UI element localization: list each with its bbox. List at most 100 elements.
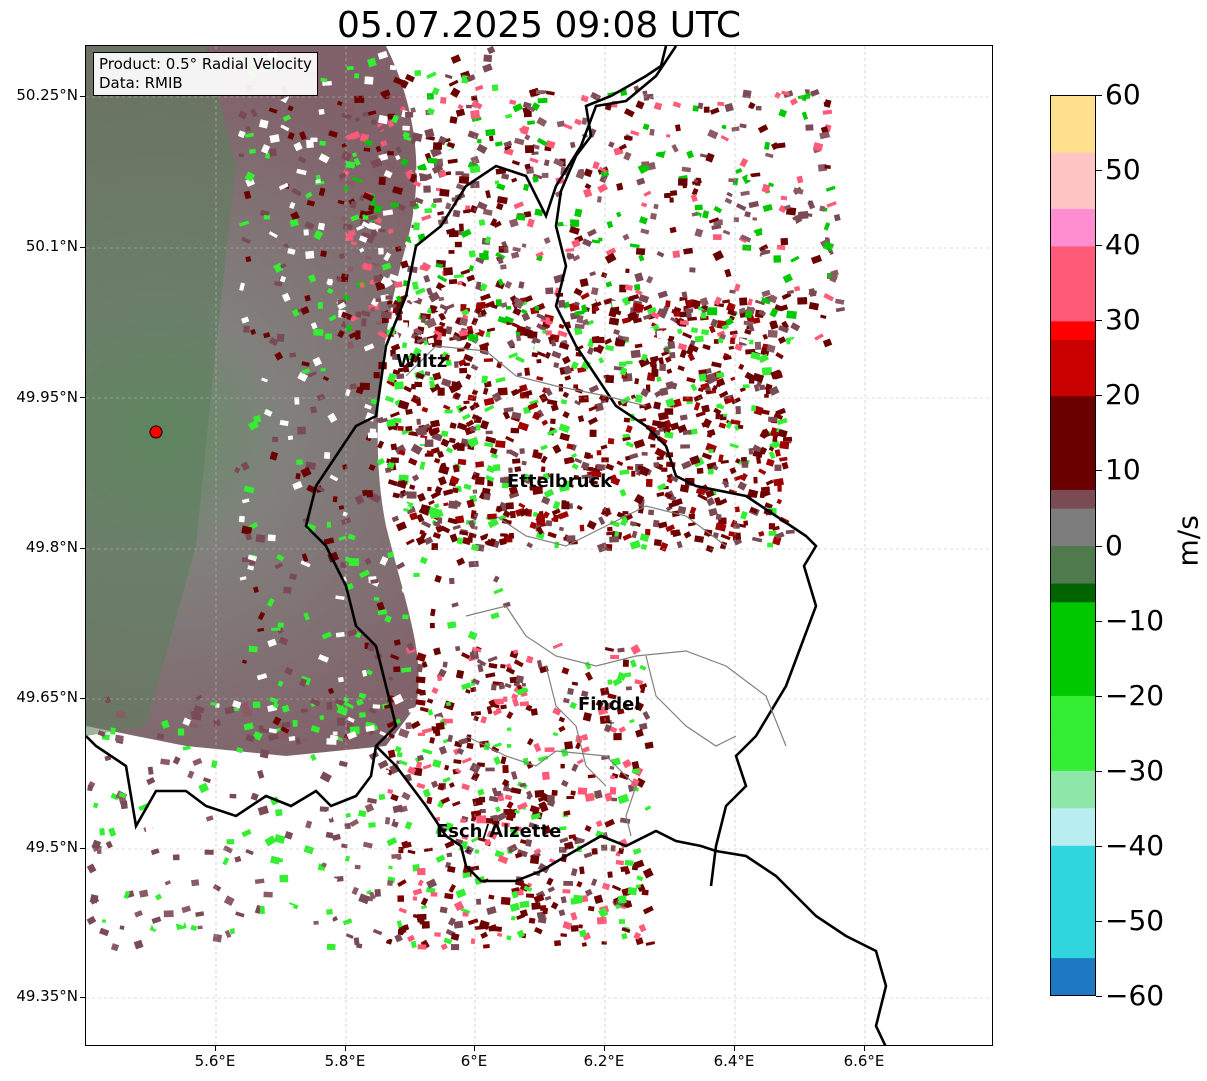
colorbar-segment <box>1051 358 1095 378</box>
lon-label: 6.4°E <box>713 1052 755 1070</box>
lon-tick <box>734 1046 735 1051</box>
colorbar-segment <box>1051 114 1095 135</box>
lat-label: 50.1°N <box>25 237 78 255</box>
lat-tick <box>80 96 85 97</box>
lat-label: 49.8°N <box>25 538 78 556</box>
lon-tick <box>864 1046 865 1051</box>
colorbar-segment <box>1051 302 1095 322</box>
colorbar-segment <box>1051 695 1095 715</box>
colorbar-tick <box>1096 770 1102 772</box>
product-label: Product: 0.5° Radial Velocity <box>99 55 312 73</box>
colorbar-tick <box>1096 470 1102 472</box>
colorbar-unit: m/s <box>1171 515 1205 567</box>
data-source-label: Data: RMIB <box>99 74 183 92</box>
colorbar-segment <box>1051 788 1095 809</box>
colorbar-tick <box>1096 395 1102 397</box>
colorbar-segment <box>1051 245 1095 266</box>
colorbar-segment <box>1051 376 1095 397</box>
colorbar-segment <box>1051 433 1095 453</box>
lat-label: 49.5°N <box>25 838 78 856</box>
colorbar-segment <box>1051 826 1095 846</box>
colorbar-segment <box>1051 676 1095 696</box>
radar-site-marker <box>149 425 163 439</box>
lat-tick <box>80 848 85 849</box>
colorbar-tick <box>1096 620 1102 622</box>
colorbar-segment <box>1051 170 1095 191</box>
colorbar-tick <box>1096 320 1102 322</box>
lon-tick <box>345 1046 346 1051</box>
radar-map: + + <box>85 45 993 1046</box>
colorbar-segment <box>1051 283 1095 303</box>
colorbar-tick-label: 40 <box>1105 228 1141 262</box>
city-label-findel: Findel <box>578 694 641 715</box>
colorbar-tick <box>1096 845 1102 847</box>
colorbar-tick-label: −40 <box>1105 828 1165 862</box>
colorbar-segment <box>1051 152 1095 172</box>
map-title: 05.07.2025 09:08 UTC <box>336 5 742 46</box>
city-label-wiltz: Wiltz <box>396 351 448 372</box>
colorbar-tick-label: 30 <box>1105 303 1141 337</box>
colorbar <box>1050 95 1096 996</box>
lat-tick <box>80 997 85 998</box>
svg-text:+: + <box>464 846 472 857</box>
colorbar-segment <box>1051 770 1095 790</box>
colorbar-segment <box>1051 470 1095 490</box>
colorbar-segment <box>1051 920 1095 940</box>
colorbar-tick-label: 50 <box>1105 153 1141 187</box>
colorbar-segment <box>1051 845 1095 865</box>
colorbar-segment <box>1051 264 1095 284</box>
colorbar-tick-label: 0 <box>1105 528 1123 562</box>
country-borders <box>86 46 888 1045</box>
colorbar-segment <box>1051 526 1095 547</box>
lon-label: 6°E <box>460 1052 488 1070</box>
colorbar-segment <box>1051 657 1095 678</box>
svg-text:+: + <box>607 718 615 729</box>
colorbar-segment <box>1051 489 1095 509</box>
colorbar-segment <box>1051 508 1095 528</box>
colorbar-segment <box>1051 545 1095 565</box>
lon-label: 6.6°E <box>843 1052 885 1070</box>
colorbar-segment <box>1051 751 1095 771</box>
colorbar-segment <box>1051 938 1095 959</box>
gridlines <box>86 46 992 1045</box>
colorbar-tick-label: −30 <box>1105 753 1165 787</box>
lat-tick <box>80 397 85 398</box>
colorbar-segment <box>1051 320 1095 341</box>
colorbar-segment <box>1051 189 1095 209</box>
colorbar-segment <box>1051 863 1095 884</box>
lon-tick <box>474 1046 475 1051</box>
colorbar-gradient <box>1051 96 1095 995</box>
colorbar-tick <box>1096 920 1102 922</box>
product-info-box: Product: 0.5° Radial Velocity Data: RMIB <box>93 52 318 96</box>
colorbar-tick-label: −20 <box>1105 678 1165 712</box>
colorbar-segment <box>1051 639 1095 659</box>
lon-label: 5.8°E <box>324 1052 366 1070</box>
colorbar-tick <box>1096 170 1102 172</box>
colorbar-segment <box>1051 807 1095 828</box>
colorbar-tick <box>1096 996 1102 997</box>
colorbar-segment <box>1051 564 1095 584</box>
colorbar-segment <box>1051 395 1095 415</box>
lon-tick <box>215 1046 216 1051</box>
velocity-pixels <box>86 46 846 952</box>
lat-label: 49.35°N <box>16 987 78 1005</box>
lon-tick <box>604 1046 605 1051</box>
lat-tick <box>80 548 85 549</box>
colorbar-tick-label: 60 <box>1105 78 1141 111</box>
city-label-ettelbruck: Ettelbruck <box>507 471 613 492</box>
lat-label: 49.65°N <box>16 688 78 706</box>
colorbar-segment <box>1051 732 1095 753</box>
colorbar-tick-label: −10 <box>1105 603 1165 637</box>
colorbar-tick <box>1096 245 1102 247</box>
velocity-echoes <box>86 46 419 756</box>
colorbar-segment <box>1051 227 1095 247</box>
lat-label: 49.95°N <box>16 388 78 406</box>
colorbar-tick <box>1096 695 1102 697</box>
colorbar-tick-label: −60 <box>1105 979 1165 1012</box>
radar-map-canvas: + + <box>86 46 992 1045</box>
colorbar-segment <box>1051 714 1095 734</box>
colorbar-segment <box>1051 620 1095 640</box>
lon-label: 5.6°E <box>194 1052 236 1070</box>
colorbar-segment <box>1051 133 1095 153</box>
colorbar-segment <box>1051 882 1095 902</box>
